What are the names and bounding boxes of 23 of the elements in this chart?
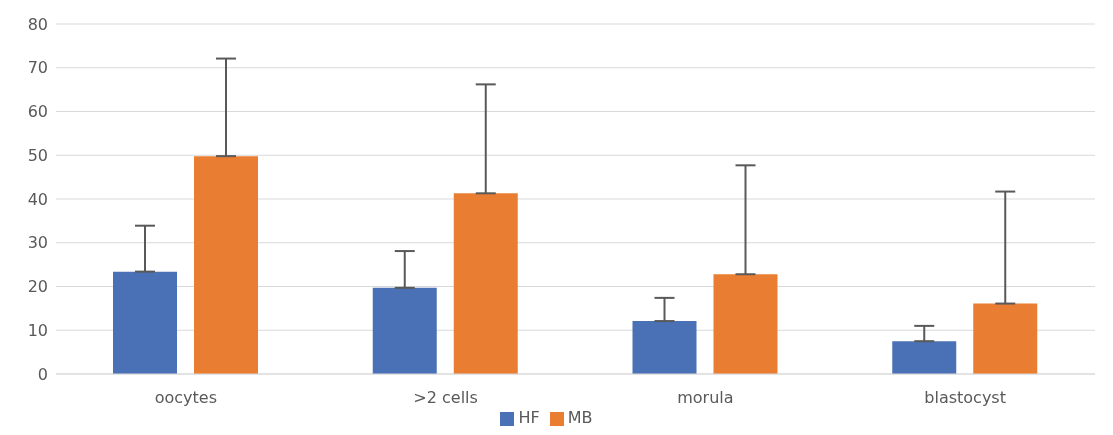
bar [372,287,437,374]
bar [194,156,258,374]
legend-label: HF [518,408,540,427]
y-tick-label: 20 [27,277,48,297]
x-tick-label: blastocyst [924,388,1006,408]
bar [113,271,177,374]
bar [892,341,957,374]
y-tick-label: 40 [27,189,48,209]
bar [973,303,1038,374]
y-tick-label: 30 [27,233,48,253]
bar [632,321,697,374]
legend-label: MB [567,408,593,427]
bar [713,274,778,374]
y-tick-label: 60 [27,102,48,122]
x-tick-label: >2 cells [413,388,478,408]
x-tick-label: oocytes [154,388,218,408]
bar [453,193,518,374]
y-tick-label: 80 [27,14,48,34]
y-tick-label: 10 [27,320,48,340]
y-tick-label: 0 [37,364,48,384]
x-tick-label: morula [677,388,734,408]
y-tick-label: 50 [27,145,48,165]
y-tick-label: 70 [27,58,48,78]
